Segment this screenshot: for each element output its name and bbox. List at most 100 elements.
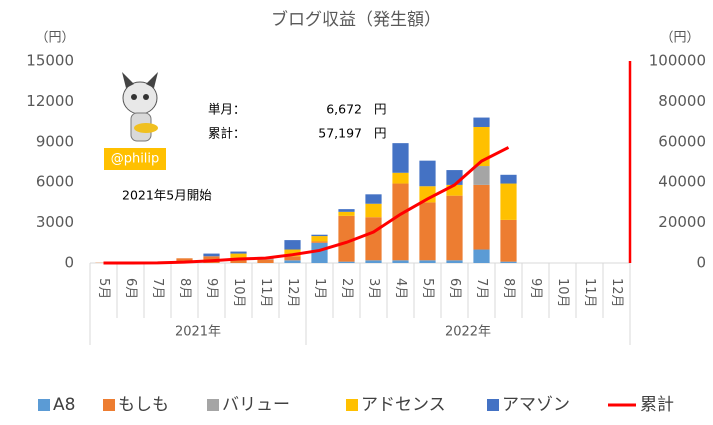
bar <box>392 183 409 261</box>
mascot <box>122 72 158 142</box>
bar <box>392 143 409 173</box>
x-tick-label: 6月 <box>123 278 138 299</box>
badge-text: @philip <box>111 152 160 167</box>
bar <box>446 260 463 263</box>
bar <box>284 260 301 263</box>
x-tick-label: 12月 <box>609 278 624 308</box>
x-tick-label: 8月 <box>177 278 192 299</box>
bar <box>473 166 490 185</box>
y2-tick-label: 40000 <box>658 173 706 191</box>
annotation: 単月： <box>208 102 246 117</box>
x-tick-label: 10月 <box>555 278 570 308</box>
y-tick-label: 9000 <box>36 132 74 150</box>
y2-tick-label: 100000 <box>649 52 706 70</box>
bar <box>365 217 382 261</box>
x-tick-label: 9月 <box>204 278 219 299</box>
x-tick-label: 12月 <box>285 278 300 308</box>
bar <box>311 242 328 263</box>
bar <box>284 256 301 261</box>
bar <box>284 240 301 250</box>
bar <box>473 117 490 127</box>
group-label: 2022年 <box>445 325 491 340</box>
bar <box>473 249 490 263</box>
bar <box>419 202 436 261</box>
bar <box>230 251 247 254</box>
legend-label: バリュー <box>222 395 290 415</box>
bar <box>257 259 274 263</box>
x-tick-label: 11月 <box>582 278 597 308</box>
y2-tick-label: 0 <box>696 254 706 272</box>
bar <box>311 236 328 242</box>
bar <box>311 234 328 237</box>
y-tick-label: 0 <box>64 254 74 272</box>
legend-swatch <box>487 399 499 411</box>
x-tick-label: 10月 <box>231 278 246 308</box>
annotation: 6,672 <box>326 102 362 117</box>
legend-label: アドセンス <box>361 395 446 415</box>
bar <box>446 195 463 261</box>
bar <box>365 203 382 218</box>
bar <box>500 174 517 184</box>
legend-swatch <box>346 399 358 411</box>
x-tick-label: 3月 <box>366 278 381 299</box>
bar <box>473 184 490 250</box>
bar <box>392 172 409 184</box>
bar <box>338 209 355 212</box>
bar <box>500 261 517 263</box>
bar <box>338 261 355 263</box>
x-tick-label: 5月 <box>420 278 435 299</box>
bar <box>230 253 247 258</box>
bar <box>365 194 382 204</box>
annotation: 円 <box>374 102 387 117</box>
legend-swatch <box>103 399 115 411</box>
x-tick-label: 7月 <box>150 278 165 299</box>
y2-tick-label: 60000 <box>658 132 706 150</box>
bar <box>419 260 436 263</box>
x-tick-label: 2月 <box>339 278 354 299</box>
y-unit: （円） <box>35 31 74 46</box>
badge <box>104 148 166 170</box>
y2-tick-label: 80000 <box>658 92 706 110</box>
x-tick-label: 7月 <box>474 278 489 299</box>
y-tick-label: 15000 <box>26 52 74 70</box>
bar <box>473 126 490 167</box>
bar <box>446 170 463 185</box>
bar <box>311 241 328 243</box>
annotation: 2021年5月開始 <box>122 188 212 203</box>
y-tick-label: 3000 <box>36 213 74 231</box>
x-tick-label: 11月 <box>258 278 273 308</box>
annotation: 57,197 <box>318 126 362 141</box>
bar <box>365 260 382 263</box>
bar <box>338 211 355 216</box>
legend-swatch <box>38 399 50 411</box>
bar <box>500 219 517 262</box>
legend-label: もしも <box>118 395 169 415</box>
line <box>103 146 510 265</box>
legend-swatch <box>207 399 219 411</box>
x-tick-label: 5月 <box>96 278 111 299</box>
x-tick-label: 1月 <box>312 278 327 299</box>
bar <box>392 260 409 263</box>
bar <box>203 253 220 257</box>
legend-label: A8 <box>53 395 75 415</box>
y2-tick-label: 20000 <box>658 213 706 231</box>
bar <box>419 160 436 187</box>
group-label: 2021年 <box>175 325 221 340</box>
bar <box>284 249 301 257</box>
y-tick-label: 12000 <box>26 92 74 110</box>
annotation: 円 <box>374 126 387 141</box>
y2-unit: （円） <box>660 31 699 46</box>
legend-label: 累計 <box>640 395 674 415</box>
bar <box>500 183 517 220</box>
y-tick-label: 6000 <box>36 173 74 191</box>
bar <box>446 184 463 196</box>
x-tick-label: 9月 <box>528 278 543 299</box>
x-tick-label: 8月 <box>501 278 516 299</box>
annotation: 累計： <box>208 126 246 141</box>
bar <box>176 258 193 263</box>
legend-label: アマゾン <box>502 395 570 415</box>
chart-title: ブログ収益（発生額） <box>271 9 441 30</box>
bar <box>338 215 355 262</box>
x-tick-label: 4月 <box>393 278 408 299</box>
